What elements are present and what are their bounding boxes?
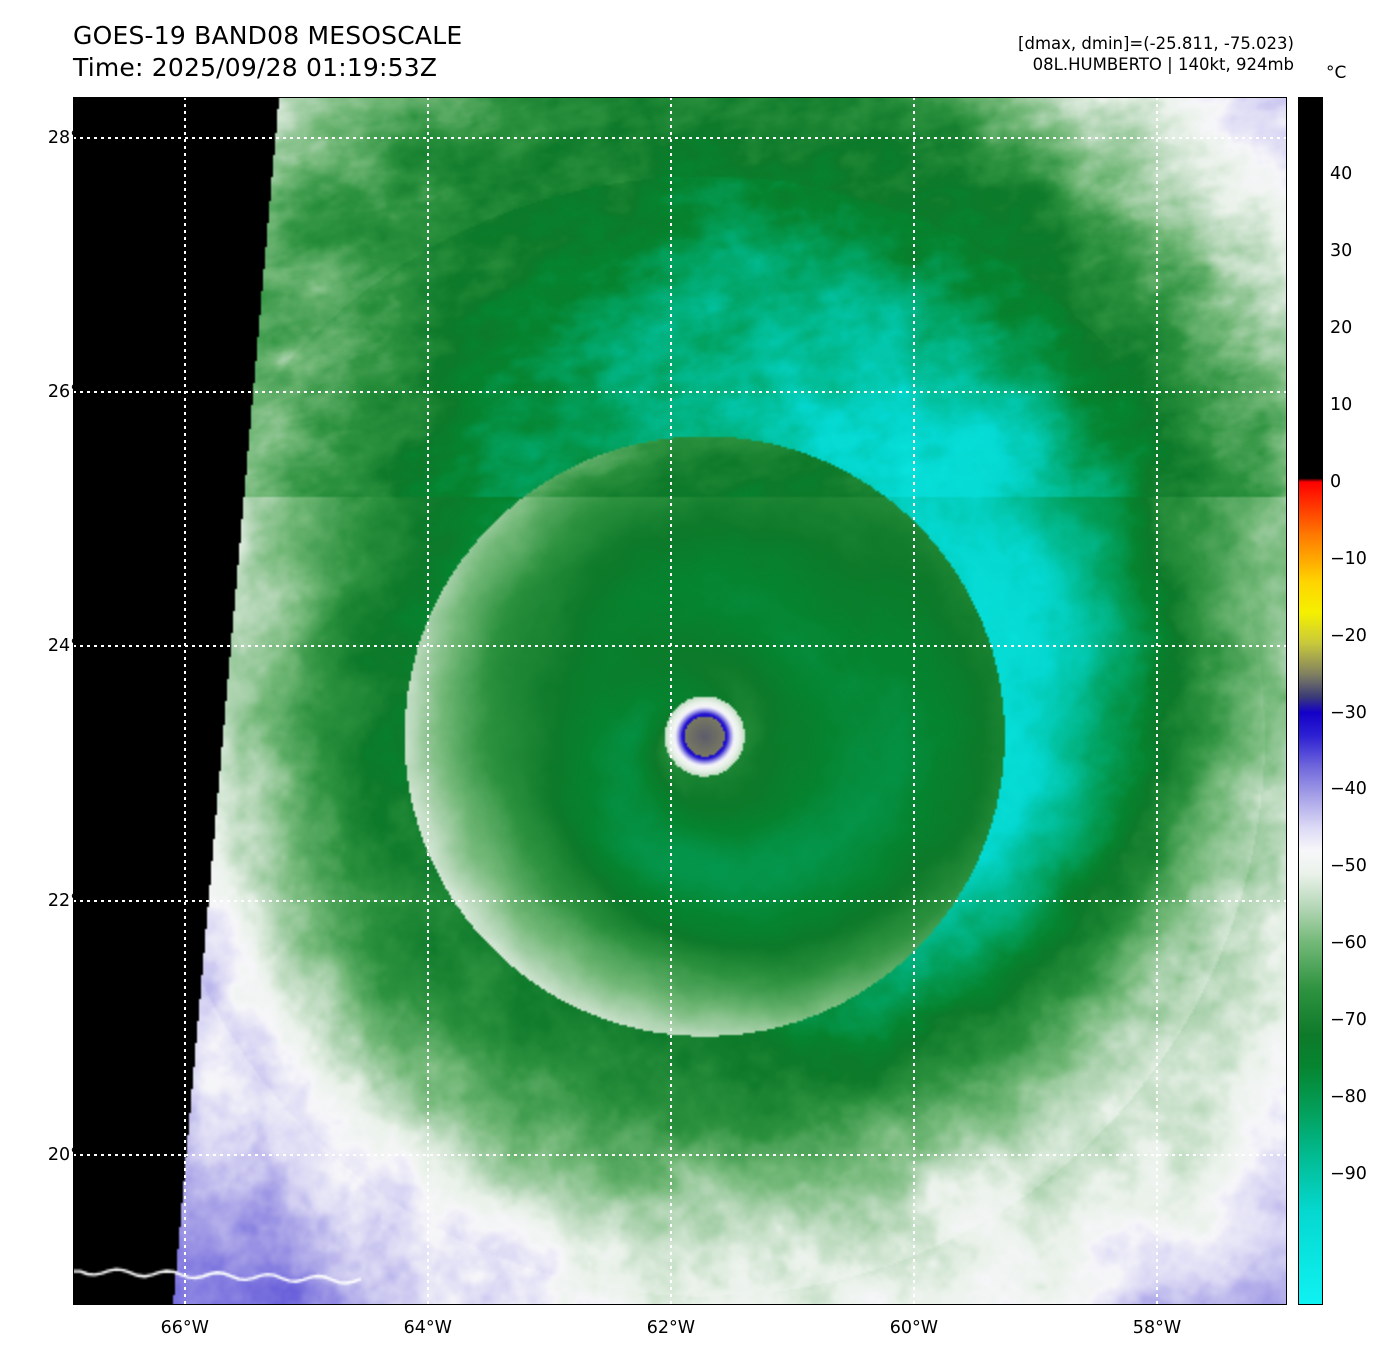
lat-tick-label-4: 20°N xyxy=(47,1144,92,1165)
storm-info-label: 08L.HUMBERTO | 140kt, 924mb xyxy=(1032,55,1294,75)
title-timestamp: Time: 2025/09/28 01:19:53Z xyxy=(73,52,438,82)
lat-tick-label-2: 24°N xyxy=(47,636,92,657)
colorbar-gradient xyxy=(1299,98,1322,1304)
colorbar-unit-label: °C xyxy=(1326,63,1347,83)
lon-tick-label-0: 66°W xyxy=(160,1318,209,1338)
lon-tick-label-3: 60°W xyxy=(889,1318,939,1338)
lon-tick-label-1: 64°W xyxy=(403,1318,452,1338)
data-extremes-label: [dmax, dmin]=(-25.811, -75.023) xyxy=(1018,34,1294,53)
metadata-block: [dmax, dmin]=(-25.811, -75.023) 08L.HUMB… xyxy=(1018,33,1294,76)
satellite-scene xyxy=(73,97,1287,1305)
satellite-image-plot[interactable]: Copyright © 2020-2025 Dapiya xyxy=(73,97,1287,1305)
colorbar-tick-8: −40 xyxy=(1330,779,1367,800)
lon-tick-label-2: 62°W xyxy=(646,1318,696,1338)
title-product: GOES-19 BAND08 MESOSCALE xyxy=(73,21,463,50)
colorbar-tick-6: −20 xyxy=(1330,625,1367,646)
colorbar-tick-4: 0 xyxy=(1330,471,1342,492)
lat-tick-label-0: 28°N xyxy=(47,127,92,148)
colorbar-tick-11: −70 xyxy=(1330,1010,1367,1031)
lat-tick-label-3: 22°N xyxy=(47,890,92,911)
colorbar-tick-5: −10 xyxy=(1330,548,1367,569)
colorbar-tick-10: −60 xyxy=(1330,933,1367,954)
colorbar-tick-7: −30 xyxy=(1330,702,1367,723)
colorbar-tick-12: −80 xyxy=(1330,1087,1367,1108)
lon-tick-label-4: 58°W xyxy=(1132,1318,1182,1338)
colorbar-tick-2: 20 xyxy=(1330,317,1353,338)
colorbar-tick-3: 10 xyxy=(1330,394,1353,415)
satellite-raster xyxy=(73,97,1287,1305)
page-title: GOES-19 BAND08 MESOSCALE Time: 2025/09/2… xyxy=(73,20,462,83)
colorbar-tick-0: 40 xyxy=(1330,163,1353,184)
colorbar-tick-9: −50 xyxy=(1330,856,1367,877)
temperature-colorbar[interactable] xyxy=(1298,97,1323,1305)
colorbar-tick-1: 30 xyxy=(1330,240,1353,261)
colorbar-tick-13: −90 xyxy=(1330,1164,1367,1185)
lat-tick-label-1: 26°N xyxy=(47,382,92,402)
